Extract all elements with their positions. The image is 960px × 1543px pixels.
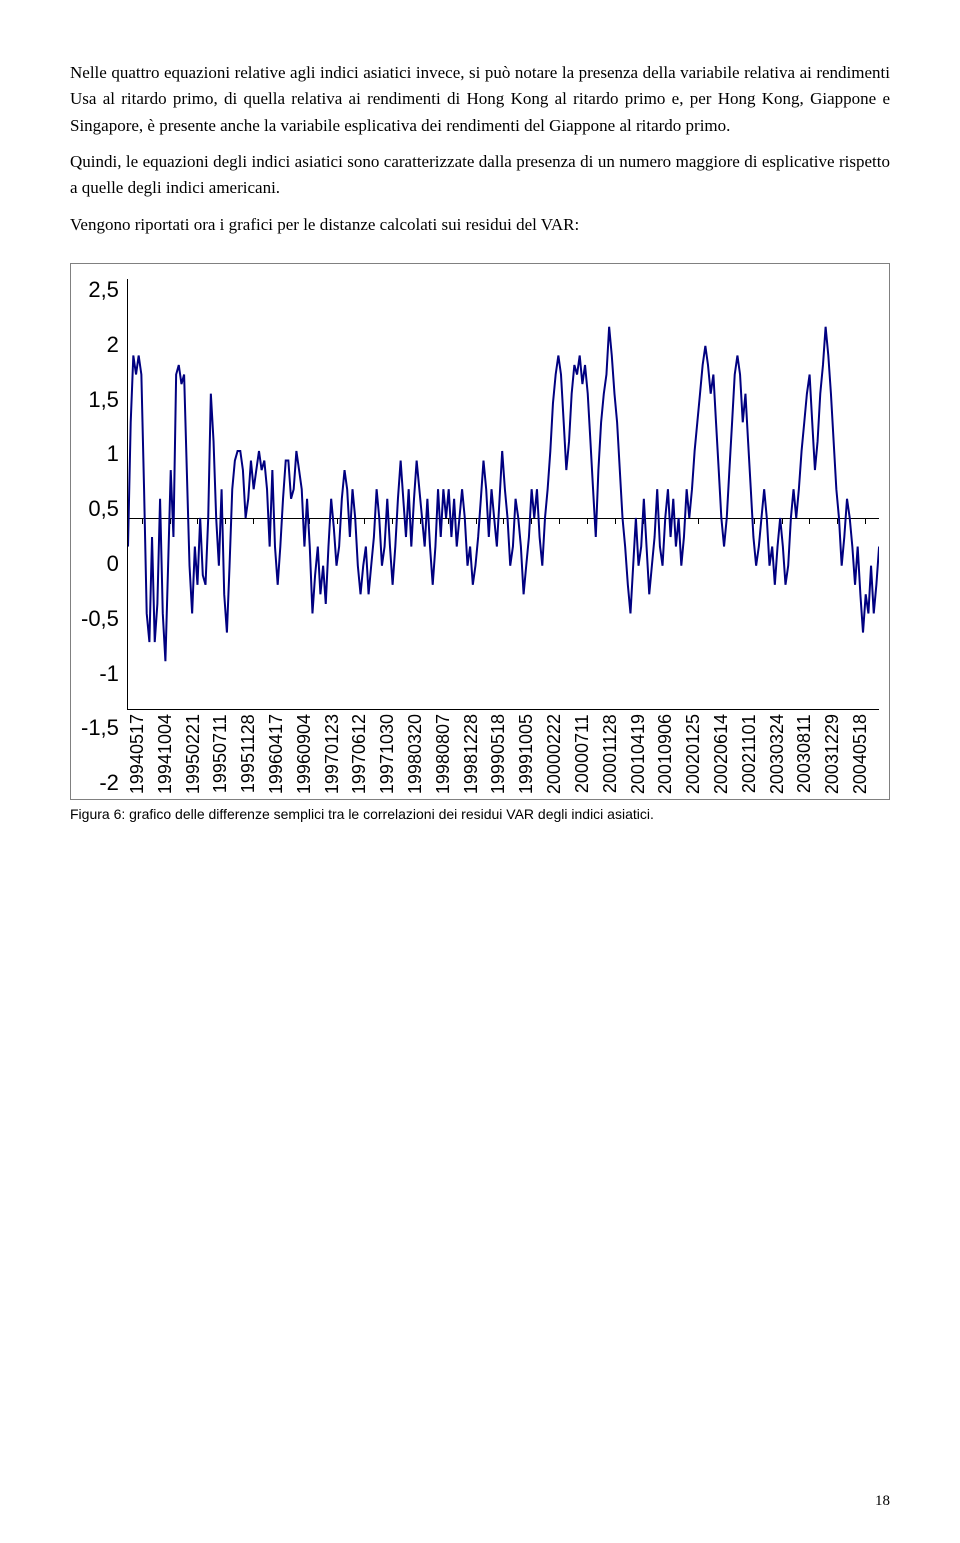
x-tick-label: 19951128 — [239, 714, 267, 794]
x-tick-label: 19970123 — [323, 714, 351, 794]
y-tick-label: 0,5 — [81, 498, 119, 520]
x-tick-label: 19991005 — [517, 714, 545, 794]
y-tick-label: -2 — [81, 772, 119, 794]
residuals-chart-container: 2,5 2 1,5 1 0,5 0 -0,5 -1 -1,5 -2 199405171994100… — [70, 263, 890, 800]
x-tick-label: 20001128 — [601, 714, 629, 794]
chart-plot-area — [127, 279, 879, 710]
x-tick-label: 20000222 — [545, 714, 573, 794]
x-tick-label: 20020125 — [684, 714, 712, 794]
y-tick-label: 0 — [81, 553, 119, 575]
y-tick-label: 2 — [81, 334, 119, 356]
x-tick-label: 20030811 — [795, 714, 823, 794]
x-tick-label: 19960417 — [267, 714, 295, 794]
x-tick-label: 19960904 — [295, 714, 323, 794]
x-tick-label: 19980320 — [406, 714, 434, 794]
x-tick-label: 19940517 — [128, 714, 156, 794]
x-tick-label: 20010906 — [656, 714, 684, 794]
y-tick-label: 1,5 — [81, 389, 119, 411]
body-paragraph-3: Vengono riportati ora i grafici per le d… — [70, 212, 890, 238]
body-paragraph-2: Quindi, le equazioni degli indici asiati… — [70, 149, 890, 202]
y-tick-label: 2,5 — [81, 279, 119, 301]
x-tick-label: 20021101 — [740, 714, 768, 794]
y-tick-label: -0,5 — [81, 608, 119, 630]
x-tick-label: 19980807 — [434, 714, 462, 794]
x-tick-label: 20020614 — [712, 714, 740, 794]
x-tick-label: 19971030 — [378, 714, 406, 794]
page-number: 18 — [875, 1490, 890, 1513]
x-tick-label: 19990518 — [489, 714, 517, 794]
body-paragraph-1: Nelle quattro equazioni relative agli in… — [70, 60, 890, 139]
x-tick-label: 19981228 — [462, 714, 490, 794]
chart-series-line — [128, 279, 879, 709]
figure-caption: Figura 6: grafico delle differenze sempl… — [70, 804, 890, 826]
x-tick-label: 20030324 — [768, 714, 796, 794]
y-tick-label: -1 — [81, 663, 119, 685]
chart-y-axis: 2,5 2 1,5 1 0,5 0 -0,5 -1 -1,5 -2 — [81, 279, 127, 794]
y-tick-label: -1,5 — [81, 717, 119, 739]
x-tick-label: 20040518 — [851, 714, 879, 794]
x-tick-label: 20010419 — [629, 714, 657, 794]
x-tick-label: 19950221 — [184, 714, 212, 794]
x-tick-label: 19970612 — [350, 714, 378, 794]
x-tick-label: 19950711 — [211, 714, 239, 794]
y-tick-label: 1 — [81, 443, 119, 465]
x-tick-label: 20000711 — [573, 714, 601, 794]
chart-x-axis: 1994051719941004199502211995071119951128… — [128, 714, 879, 794]
x-tick-label: 19941004 — [156, 714, 184, 794]
x-tick-label: 20031229 — [823, 714, 851, 794]
